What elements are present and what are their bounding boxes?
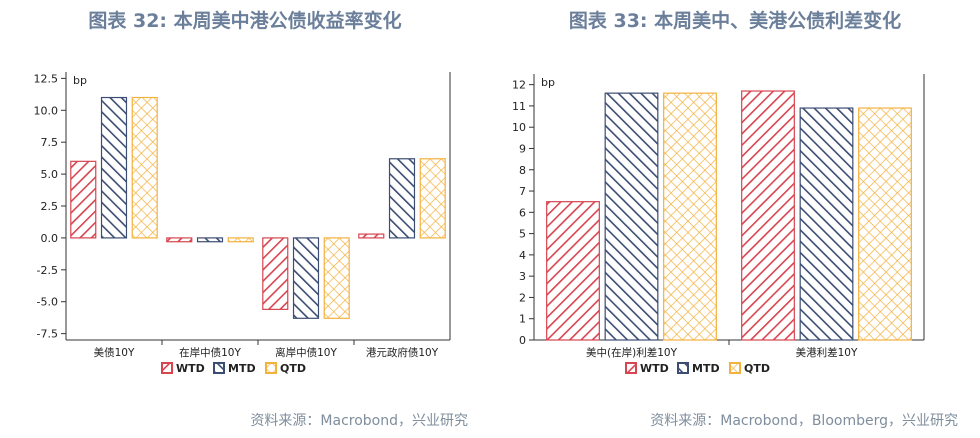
chart-source: 资料来源：Macrobond，兴业研究 bbox=[250, 413, 468, 429]
bar-qtd bbox=[419, 158, 446, 239]
y-tick-label: 3 bbox=[519, 270, 526, 283]
y-tick-label: 10 bbox=[512, 121, 526, 134]
y-axis-unit-label: bp bbox=[541, 76, 555, 89]
bar-mtd bbox=[388, 158, 416, 239]
bar-wtd bbox=[546, 201, 600, 341]
y-tick-label: 10.0 bbox=[34, 104, 59, 117]
chart-title: 图表 33: 本周美中、美港公债利差变化 bbox=[568, 10, 902, 32]
chart-source: 资料来源：Macrobond，Bloomberg，兴业研究 bbox=[650, 413, 958, 429]
legend-swatch-wtd bbox=[625, 362, 637, 374]
y-tick-label: 9 bbox=[519, 142, 526, 155]
category-label: 在岸中债10Y bbox=[179, 346, 241, 359]
chart-panel-yield-change: 图表 32: 本周美中港公债收益率变化 12.5 10.0 7.5 5.0 2.5 0.0… bbox=[34, 10, 469, 429]
y-tick-label: 12.5 bbox=[34, 72, 59, 85]
yield-change-chart: 12.5 10.0 7.5 5.0 2.5 0.0 -2.5 -5.0 -7.5 bp 美债10Y 在… bbox=[34, 72, 451, 375]
y-tick-label: 11 bbox=[512, 100, 526, 113]
y-axis-unit-label: bp bbox=[73, 74, 87, 87]
legend-label-mtd: MTD bbox=[692, 362, 720, 375]
y-tick-label: 0 bbox=[519, 334, 526, 347]
bar-mtd bbox=[100, 96, 128, 239]
y-tick-label: 5 bbox=[519, 228, 526, 241]
y-tick-label: 5.0 bbox=[41, 168, 59, 181]
category-label: 美债10Y bbox=[94, 346, 135, 359]
legend-swatch-mtd bbox=[213, 362, 225, 374]
legend-swatch-wtd bbox=[161, 362, 173, 374]
legend-label-wtd: WTD bbox=[640, 362, 669, 375]
bar-wtd bbox=[262, 237, 289, 310]
y-tick-label: -5.0 bbox=[37, 296, 58, 309]
bar-mtd bbox=[799, 107, 854, 341]
legend-label-wtd: WTD bbox=[176, 362, 205, 375]
y-tick-label: 7.5 bbox=[41, 136, 59, 149]
bar-qtd bbox=[858, 107, 912, 341]
chart-title: 图表 32: 本周美中港公债收益率变化 bbox=[88, 10, 402, 32]
y-tick-label: 2.5 bbox=[41, 200, 59, 213]
y-tick-label: 7 bbox=[519, 185, 526, 198]
legend-swatch-qtd bbox=[265, 362, 277, 374]
bar-wtd bbox=[70, 160, 97, 239]
bar-qtd bbox=[663, 92, 717, 341]
bar-wtd bbox=[358, 233, 385, 239]
bar-mtd bbox=[604, 92, 659, 341]
bar-wtd bbox=[166, 237, 193, 243]
bar-wtd bbox=[741, 90, 795, 341]
y-tick-label: 1 bbox=[519, 313, 526, 326]
bar-mtd bbox=[196, 237, 224, 243]
legend-swatch-mtd bbox=[677, 362, 689, 374]
y-tick-label: -7.5 bbox=[37, 328, 58, 341]
y-tick-label: 4 bbox=[519, 249, 526, 262]
bar-mtd bbox=[292, 237, 320, 319]
legend-label-mtd: MTD bbox=[228, 362, 256, 375]
y-tick-label: 0.0 bbox=[41, 232, 59, 245]
y-tick-label: 8 bbox=[519, 164, 526, 177]
chart-panel-spread-change: 图表 33: 本周美中、美港公债利差变化 12 11 10 9 8 7 6 5 4 3 2 1 0 bp 美… bbox=[490, 0, 980, 438]
category-label: 美港利差10Y bbox=[796, 346, 858, 359]
legend-swatch-qtd bbox=[729, 362, 741, 374]
y-tick-label: -2.5 bbox=[37, 264, 58, 277]
bar-qtd bbox=[227, 237, 254, 243]
legend-label-qtd: QTD bbox=[744, 362, 770, 375]
y-tick-label: 6 bbox=[519, 206, 526, 219]
y-tick-label: 2 bbox=[519, 291, 526, 304]
bar-qtd bbox=[131, 96, 158, 239]
bar-qtd bbox=[323, 237, 350, 319]
y-tick-label: 12 bbox=[512, 79, 526, 92]
category-label: 离岸中债10Y bbox=[275, 346, 337, 359]
category-label: 美中(在岸)利差10Y bbox=[586, 346, 678, 359]
legend-label-qtd: QTD bbox=[280, 362, 306, 375]
category-label: 港元政府债10Y bbox=[366, 346, 439, 359]
